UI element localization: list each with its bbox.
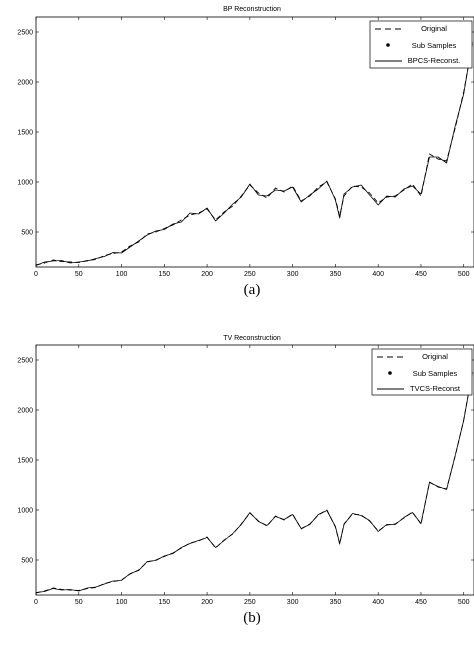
plot-area bbox=[35, 371, 473, 594]
legend-reconst-label: TVCS-Reconst bbox=[410, 384, 461, 393]
x-tick-label: 100 bbox=[116, 271, 128, 278]
y-tick-label: 500 bbox=[21, 230, 33, 237]
x-tick-label: 200 bbox=[201, 271, 213, 278]
x-tick-label: 450 bbox=[415, 271, 427, 278]
x-tick-label: 0 bbox=[34, 271, 38, 278]
chart-panel-b: TV Reconstruction 0 50 100 150 200 250 300 350 4… bbox=[17, 335, 474, 626]
x-tick-label: 200 bbox=[201, 599, 213, 606]
y-tick-label: 1500 bbox=[17, 458, 33, 465]
x-tick-label: 250 bbox=[244, 271, 256, 278]
axes-frame bbox=[35, 16, 474, 268]
x-tick-label: 350 bbox=[330, 599, 342, 606]
y-tick-label: 1000 bbox=[17, 508, 33, 515]
x-tick-label: 0 bbox=[34, 599, 38, 606]
axis-ticks: 0 50 100 150 200 250 300 350 400 450 500 500 1000 150… bbox=[17, 17, 474, 278]
x-tick-label: 50 bbox=[75, 271, 83, 278]
legend-original-label: Original bbox=[422, 352, 448, 361]
y-tick-label: 500 bbox=[21, 558, 33, 565]
series-line-2 bbox=[35, 41, 473, 266]
figure-caption-b: (b) bbox=[243, 610, 261, 626]
figure-caption-a: (a) bbox=[244, 282, 261, 298]
plot-area bbox=[35, 41, 473, 266]
axes-frame bbox=[35, 344, 474, 596]
x-tick-label: 150 bbox=[158, 271, 170, 278]
legend-reconst-label: BPCS-Reconst. bbox=[408, 56, 461, 65]
axis-ticks: 0 50 100 150 200 250 300 350 400 450 500 500 1000 150… bbox=[17, 345, 474, 606]
legend-subsamples-swatch bbox=[386, 43, 390, 47]
y-tick-label: 2500 bbox=[17, 358, 33, 365]
x-tick-label: 50 bbox=[75, 599, 83, 606]
x-tick-label: 500 bbox=[458, 271, 470, 278]
x-tick-label: 350 bbox=[330, 271, 342, 278]
legend: Original Sub Samples TVCS-Reconst bbox=[371, 348, 473, 396]
x-tick-label: 400 bbox=[372, 599, 384, 606]
y-tick-label: 2000 bbox=[17, 408, 33, 415]
x-tick-label: 250 bbox=[244, 599, 256, 606]
x-tick-label: 500 bbox=[458, 599, 470, 606]
legend: Original Sub Samples BPCS-Reconst. bbox=[369, 20, 473, 69]
chart-title: BP Reconstruction bbox=[223, 6, 281, 13]
chart-title: TV Reconstruction bbox=[223, 335, 281, 342]
x-tick-label: 300 bbox=[287, 599, 299, 606]
y-tick-label: 2000 bbox=[17, 80, 33, 87]
legend-subsamples-label: Sub Samples bbox=[412, 41, 457, 50]
legend-subsamples-label: Sub Samples bbox=[413, 369, 458, 378]
x-tick-label: 100 bbox=[116, 599, 128, 606]
series-line-0 bbox=[35, 371, 473, 594]
series-line-2 bbox=[35, 372, 473, 593]
x-tick-label: 300 bbox=[287, 271, 299, 278]
x-tick-label: 450 bbox=[415, 599, 427, 606]
series-line-0 bbox=[35, 43, 473, 266]
y-tick-label: 1500 bbox=[17, 130, 33, 137]
legend-subsamples-swatch bbox=[388, 371, 392, 375]
x-tick-label: 400 bbox=[372, 271, 384, 278]
x-tick-label: 150 bbox=[158, 599, 170, 606]
chart-panel-a: BP Reconstruction 0 50 100 150 200 250 300 350 4… bbox=[17, 6, 474, 298]
y-tick-label: 2500 bbox=[17, 30, 33, 37]
y-tick-label: 1000 bbox=[17, 180, 33, 187]
legend-original-label: Original bbox=[421, 24, 447, 33]
